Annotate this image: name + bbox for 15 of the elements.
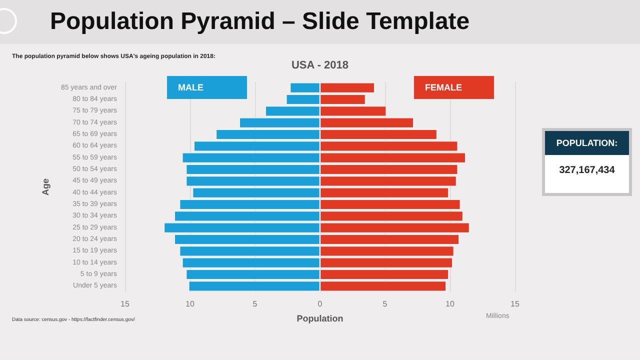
text: FEMALE xyxy=(425,82,462,92)
text: MALE xyxy=(178,82,204,92)
x-tick-label: 5 xyxy=(252,300,258,308)
x-tick-label: 10 xyxy=(186,300,195,308)
x-tick-label: 0 xyxy=(318,300,323,308)
x-tick-label: 15 xyxy=(120,300,130,308)
x-tick-label: 15 xyxy=(510,300,520,308)
x-axis-title: Population xyxy=(296,314,344,324)
x-tick-label: 10 xyxy=(446,300,455,308)
text: POPULATION: xyxy=(545,131,629,155)
text: 327,167,434 xyxy=(558,165,616,176)
chart-title: Population Pyramid – Slide Template xyxy=(50,8,470,36)
x-tick-label: 5 xyxy=(382,300,388,308)
chart-subtitle: USA - 2018 xyxy=(291,60,349,72)
y-axis-title: Age xyxy=(40,178,51,196)
